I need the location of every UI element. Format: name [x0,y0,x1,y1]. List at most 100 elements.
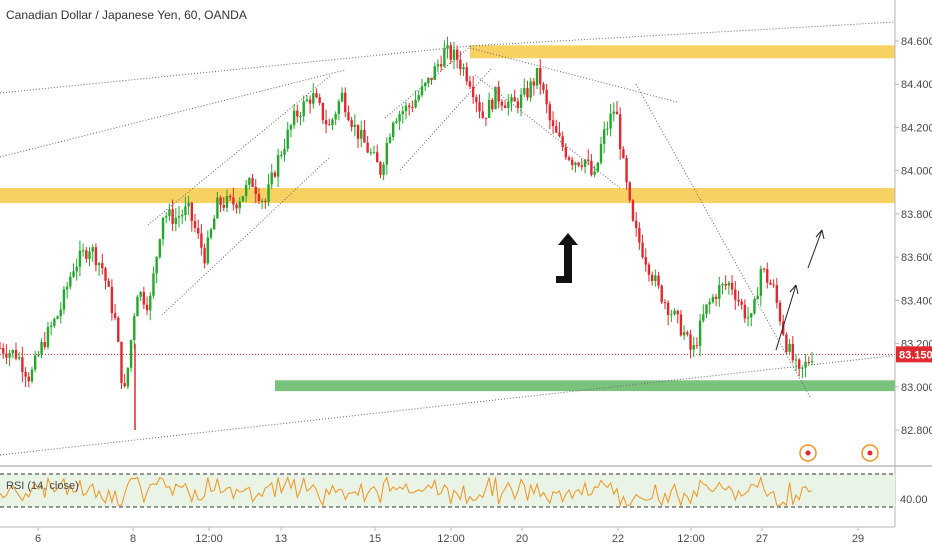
candle-down[interactable] [222,205,225,208]
candle-down[interactable] [545,89,548,105]
candle-up[interactable] [174,217,178,224]
candle-up[interactable] [11,350,14,354]
candle-down[interactable] [724,283,727,286]
candle-up[interactable] [165,216,168,218]
candle-up[interactable] [583,159,587,167]
rsi-pane[interactable]: RSI (14, close) 40.00 [0,473,928,508]
candle-down[interactable] [94,247,98,266]
trendline-bottom[interactable] [0,354,901,456]
candle-up[interactable] [395,121,398,123]
candle-up[interactable] [692,345,695,350]
candle-up[interactable] [535,68,539,86]
candle-up[interactable] [149,295,152,311]
candle-down[interactable] [491,99,494,110]
candle-down[interactable] [471,86,475,98]
trendline-top-long-2[interactable] [469,21,896,47]
candle-down[interactable] [766,269,769,283]
candle-up[interactable] [718,285,721,299]
candle-down[interactable] [558,132,561,137]
candle-up[interactable] [372,152,376,154]
candle-up[interactable] [302,101,305,117]
candle-up[interactable] [292,110,296,126]
candle-up[interactable] [133,316,136,341]
candle-down[interactable] [564,147,568,158]
candle-down[interactable] [615,111,619,115]
candle-down[interactable] [232,197,235,205]
candle-up[interactable] [810,361,814,363]
candle-up[interactable] [746,317,750,319]
candle-up[interactable] [529,81,532,98]
candle-down[interactable] [328,124,331,126]
candle-up[interactable] [244,184,248,197]
candle-down[interactable] [769,282,772,285]
candle-up[interactable] [417,95,420,100]
candle-up[interactable] [423,83,427,87]
candle-up[interactable] [97,263,101,266]
candle-down[interactable] [785,334,788,352]
candle-up[interactable] [270,172,273,185]
candle-up[interactable] [487,99,491,118]
candle-up[interactable] [612,111,615,114]
candle-down[interactable] [379,162,382,175]
candle-down[interactable] [459,59,462,70]
candle-up[interactable] [334,114,337,120]
candle-down[interactable] [475,97,478,103]
candle-up[interactable] [8,353,11,358]
candle-up[interactable] [126,367,130,387]
candle-up[interactable] [37,354,40,356]
candle-up[interactable] [152,273,155,296]
candle-down[interactable] [737,299,740,302]
candle-down[interactable] [24,371,27,377]
event-marker-2[interactable] [861,444,879,462]
candle-up[interactable] [46,327,50,347]
candle-down[interactable] [631,200,635,221]
candle-down[interactable] [376,152,379,163]
candle-up[interactable] [596,162,600,172]
candle-down[interactable] [532,81,536,86]
candle-up[interactable] [436,64,440,67]
candle-down[interactable] [807,362,810,364]
time-axis[interactable]: 6 8 12:00 13 15 12:00 20 22 12:00 27 29 [35,527,864,545]
candle-down[interactable] [113,313,117,318]
candle-up[interactable] [267,184,270,202]
candle-up[interactable] [606,128,609,130]
candle-down[interactable] [21,357,24,372]
candle-down[interactable] [449,45,452,60]
candle-up[interactable] [443,48,446,67]
candle-up[interactable] [283,148,286,155]
candle-up[interactable] [241,196,245,202]
candle-up[interactable] [161,217,165,240]
candle-down[interactable] [264,200,267,202]
candle-up[interactable] [139,291,142,297]
candle-down[interactable] [197,227,200,234]
candle-down[interactable] [321,102,325,121]
candle-down[interactable] [571,159,574,166]
candle-up[interactable] [369,152,373,154]
candle-up[interactable] [602,129,606,144]
candle-down[interactable] [628,182,631,201]
zone-resistance[interactable] [470,45,895,59]
candle-down[interactable] [644,257,647,265]
candle-up[interactable] [609,113,612,129]
candle-down[interactable] [101,263,104,269]
candle-up[interactable] [69,276,72,287]
candle-down[interactable] [219,197,222,206]
candle-up[interactable] [129,340,133,368]
candle-down[interactable] [478,102,481,112]
candle-up[interactable] [40,342,43,355]
trendline-top-long[interactable] [0,45,471,94]
candle-up[interactable] [574,162,577,166]
candle-down[interactable] [497,86,500,102]
candle-down[interactable] [190,202,194,222]
candle-down[interactable] [676,310,679,315]
candle-up[interactable] [305,99,309,102]
candle-up[interactable] [216,197,219,219]
candle-up[interactable] [136,296,139,317]
candle-up[interactable] [33,355,37,370]
candle-up[interactable] [494,86,497,110]
zone-mid[interactable] [0,187,895,204]
candle-up[interactable] [225,196,229,208]
candle-up[interactable] [30,369,34,382]
candle-up[interactable] [360,129,363,139]
candle-down[interactable] [430,77,433,80]
